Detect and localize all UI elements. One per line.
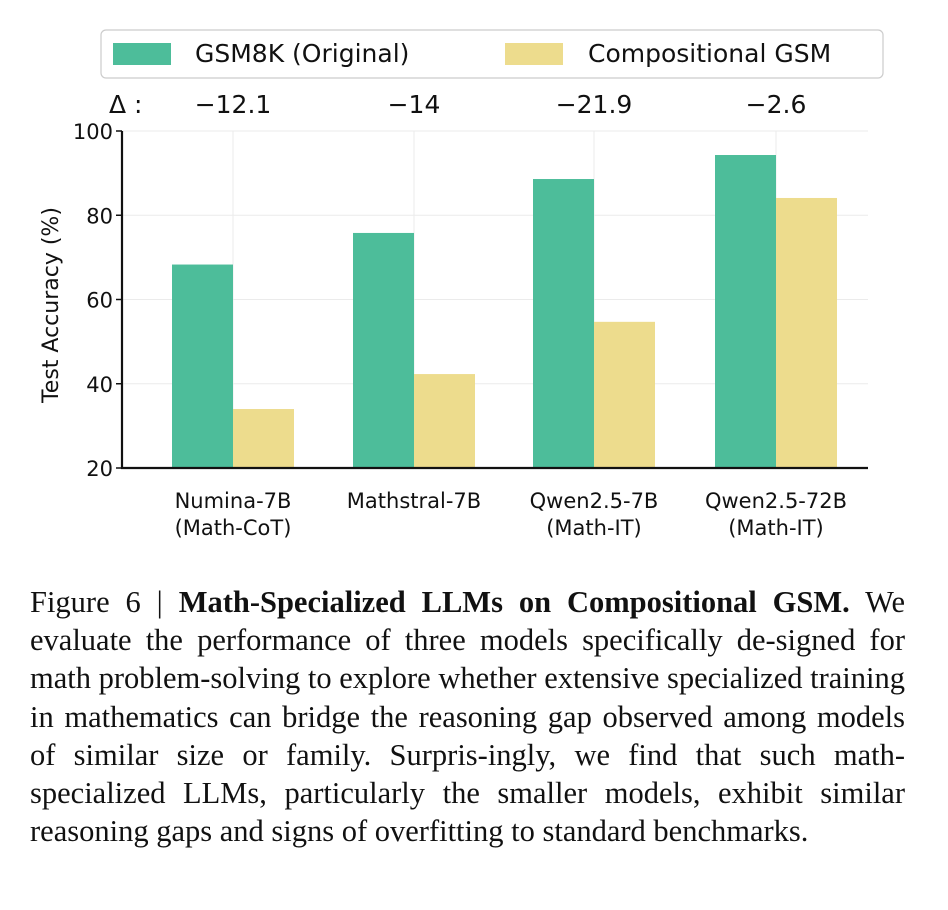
delta-label: Δ : [109, 90, 142, 119]
x-tick-labels: Numina-7B (Math-CoT) Mathstral-7B Qwen2.5-7… [175, 489, 847, 540]
delta-annotations: Δ : −12.1 −14 −21.9 −2.6 [109, 90, 806, 119]
legend-label-gsm8k: GSM8K (Original) [195, 39, 409, 68]
chart-svg: 20 40 60 80 100 Numina-7B (Math-CoT) Mathstral… [39, 29, 884, 540]
legend-box [100, 29, 884, 79]
x-tick-label: Qwen2.5-7B (Math-IT) [530, 489, 659, 540]
x-tick-label: Qwen2.5-72B (Math-IT) [705, 489, 847, 540]
legend: GSM8K (Original) Compositional GSM [100, 29, 884, 79]
caption-body: We evaluate the performance of three mod… [30, 585, 905, 849]
y-tick-label: 100 [73, 120, 113, 144]
x-tick-label: Mathstral-7B [347, 489, 481, 513]
bar-gsm8k [353, 232, 414, 468]
bar-gsm8k [533, 179, 594, 468]
y-tick-labels: 20 40 60 80 100 [73, 120, 122, 481]
legend-swatch-compositional-gsm [505, 43, 563, 65]
caption-prefix: Figure 6 | [30, 585, 179, 619]
bar-compositional-gsm [414, 374, 475, 468]
delta-value: −2.6 [746, 90, 807, 119]
bar-compositional-gsm [776, 197, 837, 468]
y-tick-label: 20 [86, 457, 113, 481]
y-tick-label: 40 [86, 373, 113, 397]
y-axis-label: Test Accuracy (%) [39, 207, 64, 404]
figure-caption: Figure 6 | Math-Specialized LLMs on Comp… [30, 583, 905, 850]
bars [172, 155, 837, 469]
legend-swatch-gsm8k [113, 43, 171, 65]
delta-value: −14 [388, 90, 441, 119]
bar-compositional-gsm [233, 409, 294, 468]
bar-compositional-gsm [594, 321, 655, 468]
y-tick-label: 60 [86, 289, 113, 313]
delta-value: −12.1 [195, 90, 272, 119]
bar-gsm8k [172, 264, 233, 468]
delta-value: −21.9 [556, 90, 633, 119]
legend-label-compositional-gsm: Compositional GSM [588, 39, 831, 68]
y-tick-label: 80 [86, 204, 113, 228]
x-tick-label: Numina-7B (Math-CoT) [175, 489, 292, 540]
bar-chart-figure: 20 40 60 80 100 Numina-7B (Math-CoT) Mathstral… [39, 29, 884, 540]
caption-title: Math-Specialized LLMs on Compositional G… [178, 585, 850, 619]
bar-gsm8k [715, 155, 776, 469]
